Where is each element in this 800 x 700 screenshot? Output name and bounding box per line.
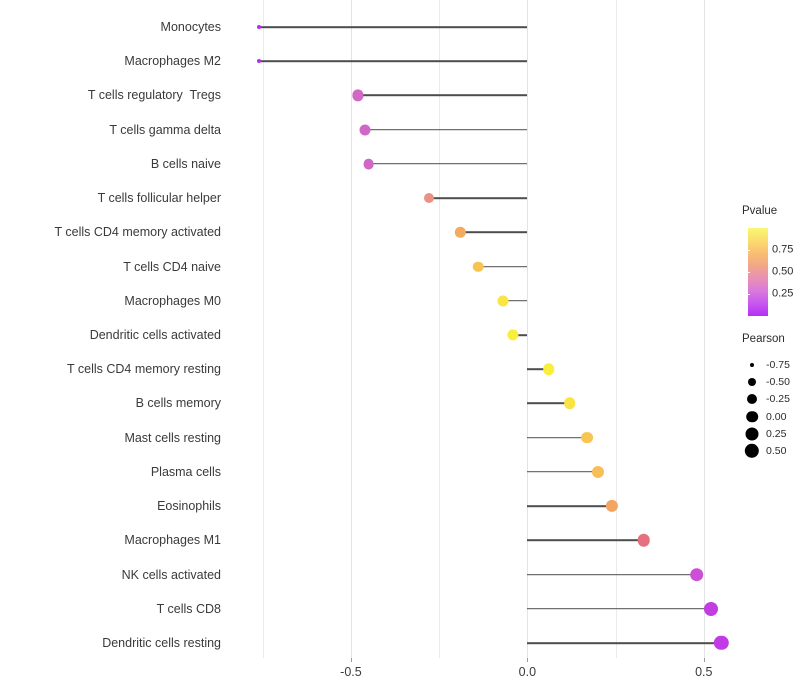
legend-pearson-dot <box>747 394 757 405</box>
lollipop-stem <box>527 607 711 610</box>
legend-pearson-label: 0.00 <box>766 410 787 423</box>
colorbar-tick-mark <box>745 250 750 251</box>
legend-pearson: Pearson <box>742 333 800 346</box>
lollipop-stem <box>527 573 697 576</box>
lollipop-point[interactable] <box>363 158 374 170</box>
y-axis-tick-label: B cells naive <box>150 156 221 171</box>
legend-pearson-title: Pearson <box>742 333 785 345</box>
legend-pearson-dot <box>745 427 759 441</box>
lollipop-stem <box>527 436 588 439</box>
y-axis-tick-label: Macrophages M1 <box>124 533 221 548</box>
pvalue-colorbar <box>748 228 768 316</box>
y-axis-tick-label: T cells CD4 memory activated <box>54 225 222 240</box>
legend-pvalue-title: Pvalue <box>742 205 778 217</box>
y-axis-tick-label: T cells CD8 <box>156 601 221 616</box>
lollipop-stem <box>513 334 528 336</box>
y-axis-tick-label: Eosinophils <box>157 498 221 513</box>
y-axis-tick-label: T cells CD4 memory resting <box>67 361 221 376</box>
lollipop-point[interactable] <box>703 601 718 616</box>
lollipop-stem <box>259 60 528 63</box>
lollipop-point[interactable] <box>497 295 509 307</box>
lollipop-stem <box>527 505 613 507</box>
lollipop-point[interactable] <box>637 534 651 547</box>
y-axis-tick-label: NK cells activated <box>121 567 221 582</box>
gridline-minor <box>615 0 617 658</box>
y-axis-tick-label: B cells memory <box>135 396 221 411</box>
lollipop-point[interactable] <box>472 261 484 272</box>
gridline-minor <box>262 0 264 658</box>
gridline-minor <box>439 0 441 658</box>
lollipop-point[interactable] <box>455 227 466 238</box>
lollipop-point[interactable] <box>689 567 704 582</box>
plot-panel <box>231 0 732 658</box>
legend-pearson-label: -0.75 <box>766 358 790 371</box>
colorbar-tick-label: 0.75 <box>772 243 794 256</box>
x-axis-tick-mark <box>527 658 529 662</box>
lollipop-stem <box>502 299 528 302</box>
lollipop-stem <box>527 368 549 370</box>
lollipop-stem <box>428 197 528 199</box>
gridline-major <box>527 0 529 658</box>
lollipop-point[interactable] <box>423 193 434 204</box>
y-axis-tick-label: Monocytes <box>160 19 221 34</box>
y-axis-tick-label: Plasma cells <box>150 464 221 479</box>
x-axis-tick-label: 0.5 <box>695 665 713 679</box>
legend-pearson-label: -0.50 <box>766 375 790 388</box>
legend-pearson-dot <box>750 363 754 367</box>
lollipop-point[interactable] <box>257 59 262 64</box>
colorbar-tick-mark <box>745 272 750 273</box>
y-axis-tick-label: T cells gamma delta <box>109 122 221 137</box>
legend-pearson-label: 0.25 <box>766 427 787 440</box>
lollipop-point[interactable] <box>352 89 364 102</box>
colorbar-tick-mark <box>745 294 750 295</box>
lollipop-stem <box>358 94 528 97</box>
y-axis-labels: Monocytes Macrophages M2 T cells regulator… <box>0 0 222 658</box>
colorbar-tick-label: 0.50 <box>772 265 794 278</box>
y-axis-tick-label: Macrophages M0 <box>124 293 221 308</box>
lollipop-stem <box>527 471 598 473</box>
lollipop-stem <box>365 128 528 131</box>
lollipop-point[interactable] <box>605 499 619 513</box>
gridline-major <box>703 0 705 658</box>
y-axis-tick-label: T cells follicular helper <box>97 190 221 205</box>
lollipop-point[interactable] <box>563 397 576 410</box>
x-axis-tick-mark <box>703 658 705 662</box>
legend-pearson-dot <box>744 443 760 459</box>
lollipop-stem <box>527 402 570 405</box>
y-axis-tick-label: T cells regulatory Tregs <box>87 88 221 103</box>
lollipop-stem <box>460 231 528 234</box>
y-axis-tick-label: Mast cells resting <box>124 430 221 445</box>
x-axis-tick-mark <box>350 658 352 662</box>
lollipop-stem <box>259 26 528 28</box>
lollipop-stem <box>527 539 644 542</box>
lollipop-point[interactable] <box>359 124 371 136</box>
y-axis-tick-label: Dendritic cells activated <box>89 327 221 342</box>
x-axis-tick-label: -0.5 <box>340 665 362 679</box>
x-axis-tick-label: 0.0 <box>518 665 537 679</box>
lollipop-point[interactable] <box>257 25 262 29</box>
lollipop-point[interactable] <box>714 635 729 651</box>
y-axis-tick-label: Macrophages M2 <box>124 53 221 68</box>
legend-pvalue: Pvalue <box>742 205 800 226</box>
lollipop-stem <box>368 163 528 165</box>
lollipop-point[interactable] <box>591 465 604 478</box>
lollipop-point[interactable] <box>507 329 519 341</box>
lollipop-point[interactable] <box>542 363 555 375</box>
legend-pearson-label: -0.25 <box>766 393 790 406</box>
lollipop-stem <box>527 642 722 644</box>
gridline-major <box>350 0 352 658</box>
lollipop-point[interactable] <box>581 431 594 444</box>
legend-pearson-dot <box>748 378 756 387</box>
legend-pearson-label: 0.50 <box>766 444 787 457</box>
y-axis-tick-label: T cells CD4 naive <box>123 259 221 274</box>
legend-pearson-dot <box>746 410 758 423</box>
colorbar-tick-label: 0.25 <box>772 287 794 300</box>
lollipop-stem <box>477 265 528 268</box>
y-axis-tick-label: Dendritic cells resting <box>102 635 221 650</box>
